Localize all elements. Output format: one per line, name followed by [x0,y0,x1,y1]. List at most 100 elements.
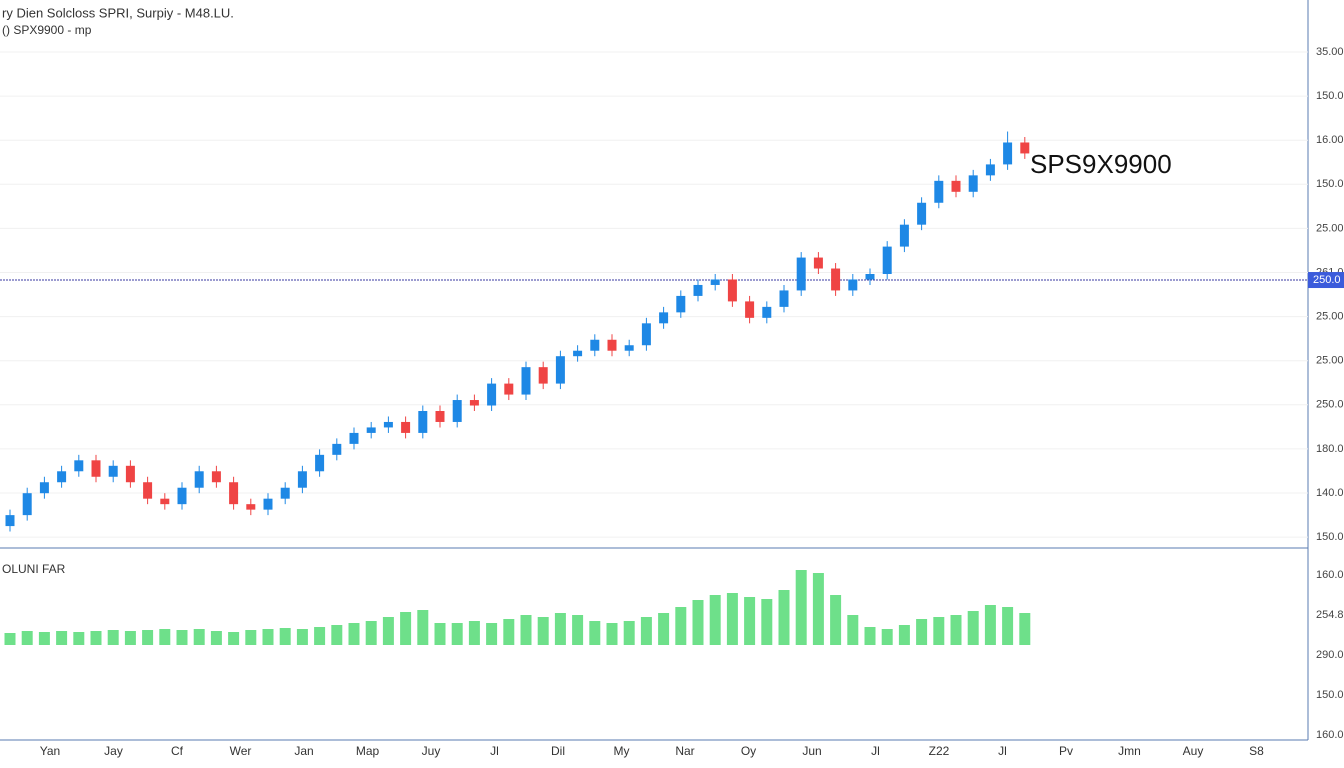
x-tick-label: Jan [294,744,313,758]
chart-subtitle: () SPX9900 - mp [2,23,92,37]
volume-bar [382,617,394,645]
volume-bar [658,613,670,645]
candle-body [693,284,703,296]
candle-body [676,295,686,313]
volume-bar [365,621,377,645]
x-tick-label: Jl [998,744,1007,758]
candle-body [865,274,875,280]
volume-bar [503,619,515,645]
y-tick-label: 150.0 [1316,90,1344,102]
candle-body [796,257,806,291]
volume-bar [21,631,33,645]
candle-body [74,460,84,472]
candle-body [607,339,617,351]
candle-body [641,323,651,346]
candle-body [418,411,428,433]
volume-bar [451,623,463,645]
volume-bar [606,623,618,645]
annotation: SPS9X9900 [1030,149,1172,179]
volume-bar [56,631,68,645]
volume-bar [262,629,274,645]
price-line-tag [1308,272,1344,289]
volume-bar [348,623,360,645]
candle-body [1020,142,1030,154]
y-tick-label: 180.0 [1316,443,1344,455]
volume-bar [73,632,85,645]
candle-body [22,493,32,516]
volume-bar [692,600,704,645]
candle-body [813,257,823,269]
volume-bar [623,621,635,645]
volume-bar [486,623,498,645]
x-tick-label: Oy [741,744,756,758]
volume-bar [468,621,480,645]
volume-bar [38,632,50,645]
x-tick-label: My [614,744,630,758]
volume-bar [916,619,928,645]
candle-body [710,279,720,285]
candle-body [194,471,204,488]
y-tick-label: 254.8 [1316,609,1344,621]
candle-body [177,487,187,505]
volume-bar [279,628,291,645]
candle-body [246,504,256,510]
x-tick-label: Yan [40,744,60,758]
volume-bar [933,617,945,645]
volume-bar [210,631,222,645]
x-tick-label: Jl [490,744,499,758]
price-line-label: 250.0 [1313,274,1341,286]
volume-bar [675,607,687,645]
candle-body [160,498,170,505]
volume-bar [400,612,412,645]
volume-bar [124,631,136,645]
volume-bar [726,593,738,645]
y-tick-label: 250.0 [1316,399,1344,411]
y-tick-label: 160.0 [1316,569,1344,581]
candle-body [469,400,479,406]
candle-body [899,224,909,247]
y-tick-label: 140.0 [1316,487,1344,499]
volume-bar [520,615,532,645]
candle-body [848,279,858,291]
candle-body [504,383,514,395]
x-tick-label: Pv [1059,744,1073,758]
volume-bar [778,590,790,645]
candle-body [521,367,531,395]
x-tick-label: Jay [104,744,123,758]
volume-bar [314,627,326,645]
candle-body [366,427,376,433]
y-tick-label: 25.00 [1316,222,1344,234]
volume-bar [709,595,721,645]
volume-bar [950,615,962,645]
candle-body [934,180,944,203]
volume-bar [589,621,601,645]
y-tick-label: 25.00 [1316,311,1344,323]
volume-bar [193,629,205,645]
candle-body [297,471,307,488]
volume-bar [967,611,979,645]
volume-bar [1019,613,1031,645]
candle-body [452,400,462,422]
x-tick-label: Jl [871,744,880,758]
candle-body [538,367,548,384]
x-tick-label: Z22 [929,744,950,758]
volume-bar [864,627,876,645]
volume-bar [898,625,910,645]
candle-body [143,482,153,499]
candle-body [332,443,342,455]
candle-body [573,350,583,357]
x-tick-label: Jun [802,744,821,758]
volume-bar [640,617,652,645]
x-tick-label: Jmn [1118,744,1141,758]
candle-body [951,180,961,192]
y-tick-label: 290.0 [1316,649,1344,661]
candle-body [315,454,325,472]
candle-body [39,482,49,494]
volume-bar [142,630,154,645]
y-tick-label: 150.0 [1316,689,1344,701]
volume-bar [434,623,446,645]
candle-body [624,345,634,351]
x-tick-label: Juy [422,744,441,758]
volume-bar [245,630,257,645]
